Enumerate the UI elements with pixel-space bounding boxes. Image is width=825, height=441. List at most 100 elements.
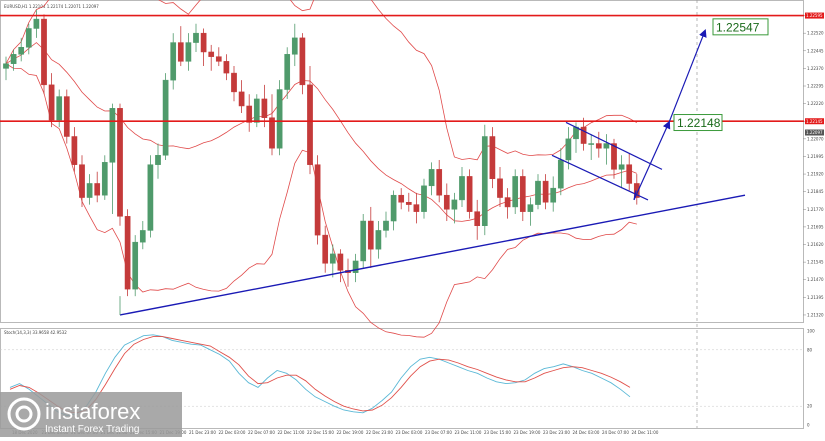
x-tick-label: 24 Dec 03:00 [573, 430, 600, 435]
candle-body [253, 98, 260, 123]
candle-body [573, 126, 579, 140]
x-tick-label: 23 Dec 15:00 [484, 430, 511, 435]
y-tick-label: 1.22295 [807, 84, 824, 89]
candle-body [3, 63, 9, 69]
candle-body [177, 42, 184, 62]
price-pane-frame [0, 0, 804, 323]
x-tick-label: 23 Dec 07:00 [425, 430, 452, 435]
y-tick-label: 1.21920 [807, 172, 824, 177]
candle-body [170, 42, 177, 81]
candle-body [215, 56, 222, 62]
channel-lower-line [551, 154, 649, 201]
candle-body [41, 18, 47, 86]
indicator-level-label: 20 [807, 404, 813, 409]
price-tag [805, 12, 824, 19]
candle-body [595, 143, 602, 149]
candle-body [580, 126, 587, 144]
candle-body [223, 61, 230, 74]
candle-body [421, 185, 427, 212]
candle-body [193, 32, 199, 43]
price-tag-label: 1.22145 [806, 119, 823, 124]
indicator-level-label: 80 [807, 347, 813, 352]
candle-body [626, 164, 633, 184]
candle-body [10, 54, 17, 64]
y-tick-label: 1.21320 [807, 312, 824, 317]
candle-body [63, 96, 70, 137]
logo-mark-inner [15, 405, 33, 423]
candle-body [337, 253, 344, 271]
candle-body [147, 164, 154, 231]
x-tick-label: 23 Dec 19:00 [514, 430, 541, 435]
candle-body [56, 96, 63, 121]
stoch-k-line [9, 334, 631, 417]
candle-body [466, 176, 473, 212]
candle-body [291, 37, 298, 55]
x-tick-label: 24 Dec 11:00 [632, 430, 659, 435]
y-tick-label: 1.21695 [807, 224, 824, 229]
candle-body [633, 183, 640, 198]
candle-body [504, 197, 511, 208]
annotation-box [712, 18, 769, 36]
candle-body [360, 220, 367, 262]
price-tag-label: 1.22097 [806, 130, 823, 135]
candle-body [238, 91, 245, 107]
x-tick-label: 22 Dec 19:00 [337, 430, 364, 435]
x-tick-label: 22 Dec 11:00 [278, 430, 305, 435]
candle-body [535, 180, 541, 205]
x-tick-label: 23 Dec 11:00 [455, 430, 482, 435]
candle-body [314, 164, 321, 236]
annotation-box [673, 114, 723, 132]
y-tick-label: 1.22370 [807, 66, 824, 71]
indicator-label: Stoch(14,3,3) 33.9658 42.9532 [4, 330, 67, 335]
y-tick-label: 1.22070 [807, 136, 824, 141]
candle-body [611, 143, 617, 170]
y-tick-label: 1.21770 [807, 207, 824, 212]
x-tick-label: 21 Dec 23:00 [189, 430, 216, 435]
candle-body [565, 138, 572, 161]
candle-body [367, 220, 374, 250]
logo-mark-icon [7, 397, 41, 431]
candle-body [375, 230, 382, 250]
x-tick-label: 23 Dec 23:00 [543, 430, 570, 435]
y-tick-label: 1.21545 [807, 260, 824, 265]
candle-body [307, 84, 313, 165]
candle-body [413, 204, 420, 212]
candle-body [25, 28, 32, 48]
candle-body [109, 108, 116, 163]
candle-body [162, 79, 169, 156]
forecast-arrow-1 [633, 120, 671, 201]
y-tick-label: 1.22445 [807, 48, 824, 53]
candle-body [512, 176, 519, 208]
x-tick-label: 22 Dec 03:00 [219, 430, 246, 435]
y-tick-label: 1.22520 [807, 31, 824, 36]
x-tick-label: 22 Dec 23:00 [366, 430, 393, 435]
candle-body [132, 241, 139, 290]
candle-body [489, 136, 496, 180]
price-tag [805, 129, 824, 136]
x-tick-label: 22 Dec 15:00 [307, 430, 334, 435]
candle-body [299, 37, 306, 86]
logo-tagline: Instant Forex Trading [45, 424, 140, 435]
candle-body [588, 143, 595, 145]
y-tick-label: 1.22220 [807, 101, 824, 106]
x-tick-label: 23 Dec 03:00 [396, 430, 423, 435]
candle-body [208, 51, 215, 57]
annotation-price-label: 1.22148 [677, 116, 721, 130]
candle-body [79, 164, 85, 198]
candle-body [603, 143, 610, 149]
candle-body [428, 169, 435, 187]
candle-body [405, 201, 412, 205]
candle-body [383, 220, 389, 231]
logo-brand: instaforex [45, 399, 140, 424]
candle-body [451, 199, 458, 210]
indicator-pane-frame [0, 328, 804, 429]
channel-upper-line [565, 121, 663, 170]
candle-body [185, 42, 192, 62]
bollinger-lower [5, 63, 637, 338]
candle-body [436, 169, 443, 196]
trendline-support [119, 194, 746, 316]
forecast-arrow-2 [668, 28, 707, 123]
candle-body [86, 183, 93, 198]
